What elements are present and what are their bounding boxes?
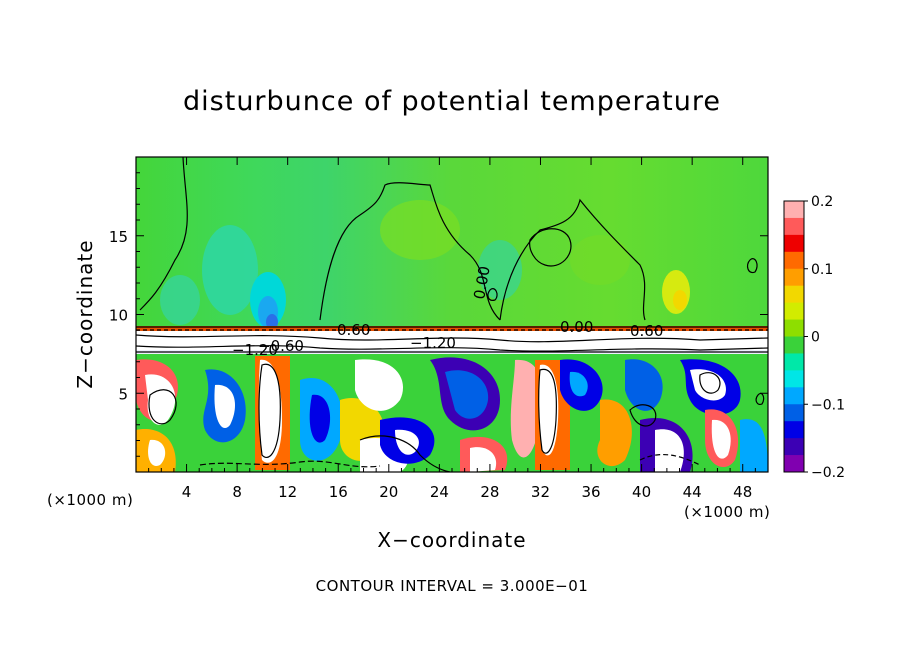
chart-title: disturbunce of potential temperature: [183, 86, 721, 117]
colorbar-swatch: [784, 438, 804, 456]
x-tick-label: 32: [531, 483, 550, 501]
x-tick-label: 40: [632, 483, 651, 501]
colorbar: [784, 201, 804, 473]
colorbar-swatch: [784, 302, 804, 321]
x-tick-label: 4: [182, 483, 192, 501]
colorbar-swatch: [784, 404, 804, 422]
colorbar-tick-label: 0.2: [811, 194, 833, 210]
colorbar-tick-label: −0.2: [811, 465, 845, 481]
colorbar-swatch: [784, 251, 804, 270]
y-tick-label: 5: [118, 385, 128, 403]
contour-label: 0.60: [337, 321, 370, 339]
potential-temperature-field: [136, 157, 768, 472]
x-unit-right: (×1000 m): [684, 503, 771, 521]
colorbar-swatch: [784, 268, 804, 287]
contour-label: 0.00: [470, 265, 494, 301]
x-axis: 4 8 12 16 20 24 28 32 36 40 44 48: [148, 157, 756, 501]
x-tick-label: 20: [379, 483, 398, 501]
x-tick-label: 36: [581, 483, 600, 501]
x-tick-label: 28: [480, 483, 499, 501]
contour-label: 0.60: [630, 322, 663, 340]
contour-label-group: −1.20 −0.60 −1.20 0.60 0.00 0.60 0.00: [232, 265, 663, 359]
x-tick-label: 12: [278, 483, 297, 501]
x-axis-label: X−coordinate: [377, 528, 526, 552]
contour-label: 0.00: [560, 318, 593, 336]
contour-label: −1.20: [410, 334, 456, 352]
x-tick-label: 24: [430, 483, 449, 501]
contour-label: −0.60: [258, 337, 304, 355]
x-tick-label: 44: [683, 483, 702, 501]
contour-label: −1.20: [232, 341, 278, 359]
colorbar-swatch: [784, 421, 804, 439]
colorbar-swatch: [784, 387, 804, 405]
colorbar-swatch: [784, 319, 804, 337]
colorbar-tick-label: 0.1: [811, 262, 833, 278]
y-tick-label: 15: [109, 228, 128, 246]
colorbar-swatch: [784, 285, 804, 304]
x-tick-label: 48: [733, 483, 752, 501]
colorbar-swatch: [784, 201, 804, 219]
colorbar-swatch: [784, 217, 804, 236]
y-tick-label: 10: [109, 307, 128, 325]
y-axis: 5 10 15: [109, 172, 768, 457]
colorbar-tick-label: −0.1: [811, 397, 845, 413]
colorbar-swatch: [784, 353, 804, 371]
colorbar-swatch: [784, 336, 804, 354]
colorbar-swatch: [784, 455, 804, 473]
colorbar-tick-label: 0: [811, 330, 820, 346]
x-tick-label: 16: [329, 483, 348, 501]
x-tick-label: 8: [232, 483, 242, 501]
colorbar-ticks: 0.2 0.1 0 −0.1 −0.2: [804, 194, 845, 481]
contour-interval-note: CONTOUR INTERVAL = 3.000E−01: [315, 577, 589, 595]
y-axis-label: Z−coordinate: [73, 239, 97, 388]
colorbar-swatch: [784, 370, 804, 388]
x-unit-left: (×1000 m): [47, 491, 134, 509]
colorbar-swatch: [784, 234, 804, 253]
